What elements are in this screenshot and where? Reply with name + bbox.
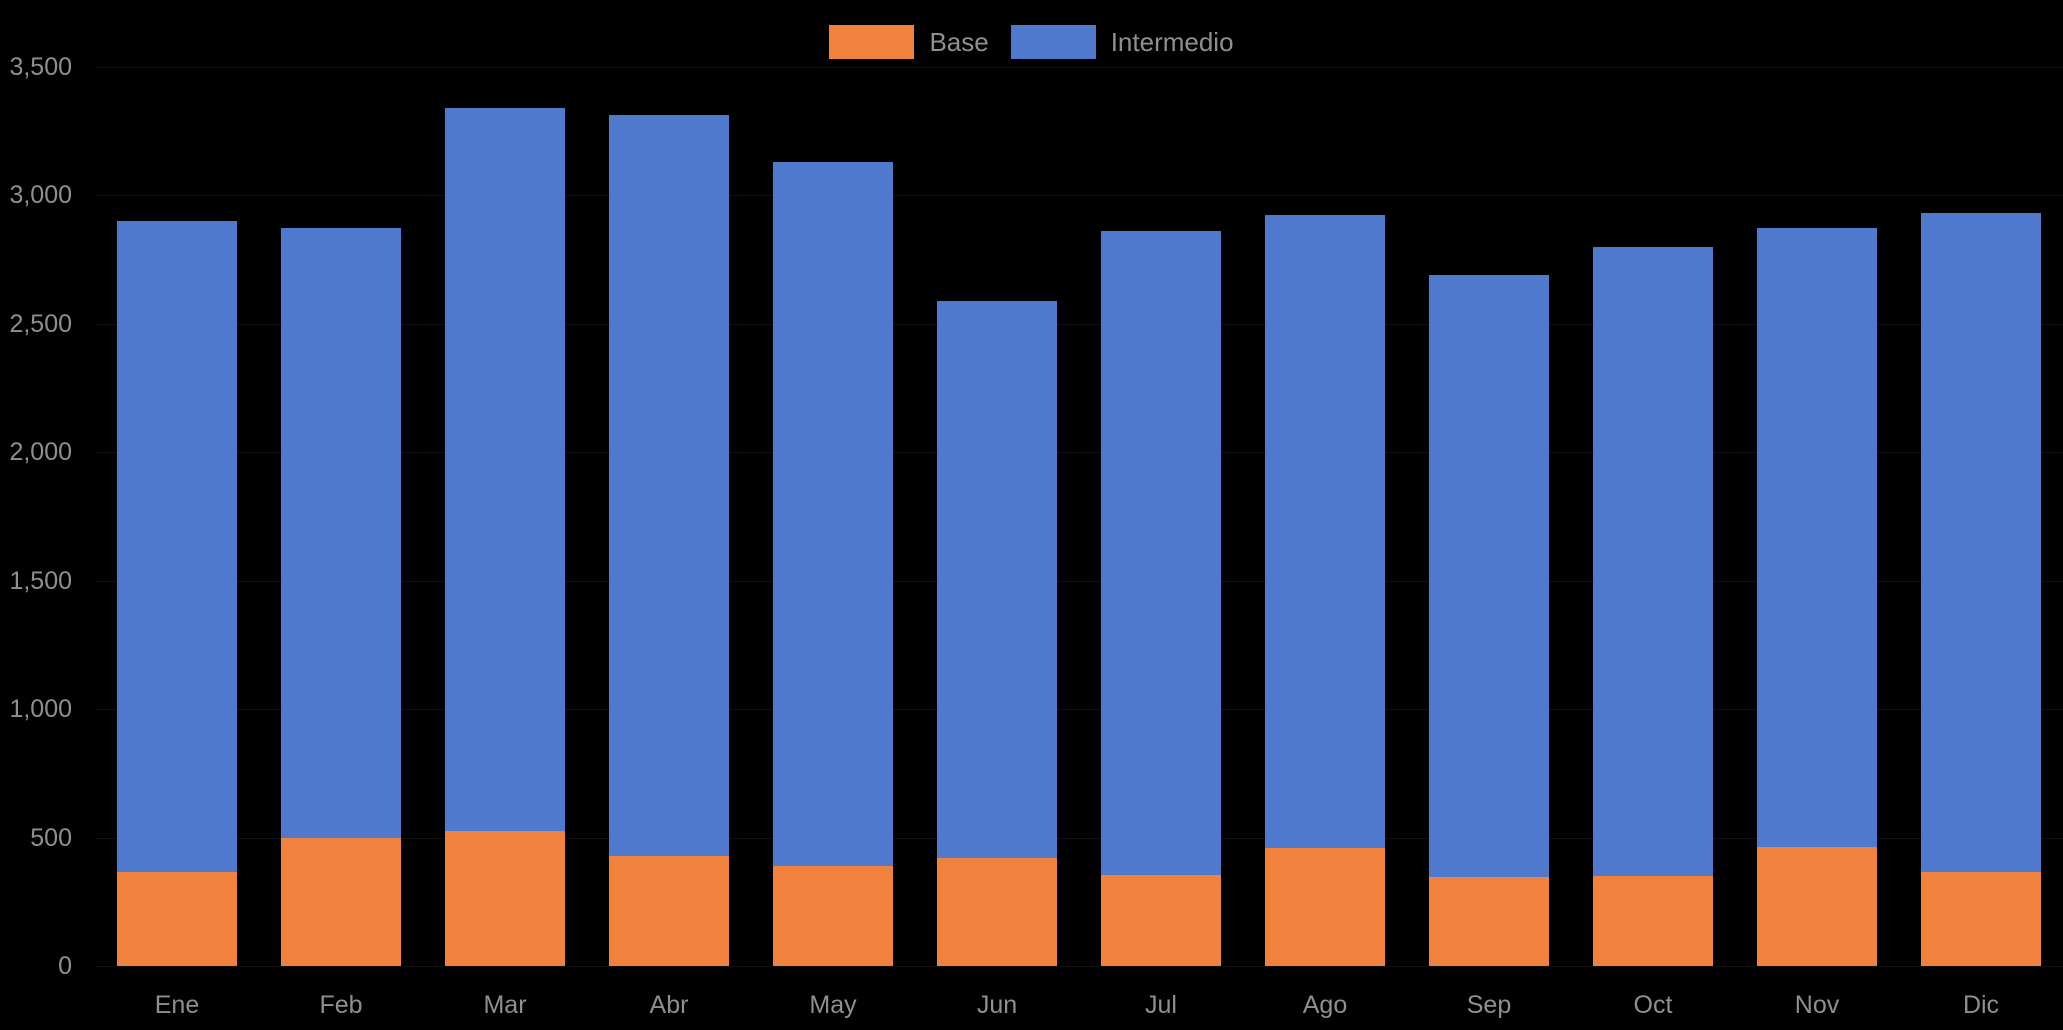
bar-segment-base-feb[interactable] bbox=[281, 837, 401, 966]
bar-column-abr bbox=[587, 67, 751, 966]
bar-segment-intermedio-jun[interactable] bbox=[937, 300, 1057, 859]
y-tick-label: 2,000 bbox=[9, 438, 72, 467]
y-tick-label: 2,500 bbox=[9, 309, 72, 338]
bar-segment-intermedio-abr[interactable] bbox=[609, 114, 729, 856]
bar-segment-base-abr[interactable] bbox=[609, 855, 729, 966]
x-tick-label-sep: Sep bbox=[1466, 991, 1512, 1019]
bar-column-jun bbox=[915, 67, 1079, 966]
plot-area bbox=[95, 67, 2063, 967]
x-tick-label-ago: Ago bbox=[1302, 991, 1348, 1019]
x-tick-label-ene: Ene bbox=[154, 991, 200, 1019]
bar-segment-base-ene[interactable] bbox=[117, 872, 237, 966]
bar-segment-base-sep[interactable] bbox=[1429, 877, 1549, 966]
gridline bbox=[95, 67, 2063, 68]
legend-item-base[interactable]: Base bbox=[829, 24, 989, 60]
bar-segment-base-jul[interactable] bbox=[1101, 874, 1221, 966]
bar-segment-intermedio-ene[interactable] bbox=[117, 221, 237, 873]
x-axis: Ene Feb Mar Abr May Jun Jul Ago Sep Oct Nov Dic bbox=[95, 990, 2063, 1020]
bar-column-may bbox=[751, 67, 915, 966]
x-tick-label-oct: Oct bbox=[1633, 991, 1673, 1019]
legend-label-base: Base bbox=[929, 27, 989, 57]
bar-segment-base-mar[interactable] bbox=[445, 831, 565, 966]
bar-segment-intermedio-nov[interactable] bbox=[1757, 227, 1877, 847]
bar-segment-base-jun[interactable] bbox=[937, 858, 1057, 966]
bar-column-mar bbox=[423, 67, 587, 966]
x-tick-label-nov: Nov bbox=[1794, 991, 1840, 1019]
x-tick-label-abr: Abr bbox=[649, 991, 689, 1019]
legend-item-intermedio[interactable]: Intermedio bbox=[1010, 24, 1234, 60]
bar-segment-intermedio-mar[interactable] bbox=[445, 108, 565, 832]
bar-column-nov bbox=[1735, 67, 1899, 966]
legend-label-intermedio: Intermedio bbox=[1110, 27, 1234, 57]
bar-segment-base-may[interactable] bbox=[773, 865, 893, 966]
x-tick-label-feb: Feb bbox=[319, 991, 363, 1019]
bar-segment-base-dic[interactable] bbox=[1921, 872, 2041, 966]
bar-segment-intermedio-feb[interactable] bbox=[281, 227, 401, 838]
bar-column-jul bbox=[1079, 67, 1243, 966]
bar-column-ago bbox=[1243, 67, 1407, 966]
bar-column-ene bbox=[95, 67, 259, 966]
base-color-swatch-icon bbox=[829, 25, 915, 59]
y-tick-label: 500 bbox=[30, 823, 72, 852]
bar-segment-base-ago[interactable] bbox=[1265, 847, 1385, 966]
x-tick-label-jul: Jul bbox=[1145, 991, 1177, 1019]
x-tick-label-dic: Dic bbox=[1962, 991, 2000, 1019]
y-axis: 0 500 1,000 1,500 2,000 2,500 3,000 3,500 bbox=[0, 0, 72, 1030]
chart-legend: Base Intermedio bbox=[0, 24, 2063, 60]
y-tick-label: 3,500 bbox=[9, 53, 72, 81]
y-tick-label: 0 bbox=[58, 952, 72, 980]
intermedio-color-swatch-icon bbox=[1010, 25, 1096, 59]
gridline bbox=[95, 709, 2063, 711]
gridline bbox=[95, 195, 2063, 197]
y-tick-label: 1,500 bbox=[9, 566, 72, 595]
gridline bbox=[95, 837, 2063, 839]
bar-column-oct bbox=[1571, 67, 1735, 966]
bar-column-sep bbox=[1407, 67, 1571, 966]
bar-segment-intermedio-sep[interactable] bbox=[1429, 275, 1549, 878]
bar-segment-intermedio-ago[interactable] bbox=[1265, 214, 1385, 848]
y-tick-label: 3,000 bbox=[9, 181, 72, 210]
x-tick-label-mar: Mar bbox=[483, 991, 527, 1019]
gridline bbox=[95, 580, 2063, 582]
gridline bbox=[95, 323, 2063, 325]
bar-segment-intermedio-dic[interactable] bbox=[1921, 213, 2041, 873]
bar-segment-base-oct[interactable] bbox=[1593, 876, 1713, 966]
bar-column-dic bbox=[1899, 67, 2063, 966]
bar-column-feb bbox=[259, 67, 423, 966]
bar-segment-intermedio-may[interactable] bbox=[773, 162, 893, 866]
bar-segment-intermedio-oct[interactable] bbox=[1593, 246, 1713, 877]
x-tick-label-may: May bbox=[809, 991, 857, 1019]
bar-segment-intermedio-jul[interactable] bbox=[1101, 231, 1221, 875]
gridline bbox=[95, 452, 2063, 454]
y-tick-label: 1,000 bbox=[9, 695, 72, 724]
bar-segment-base-nov[interactable] bbox=[1757, 846, 1877, 966]
x-tick-label-jun: Jun bbox=[976, 991, 1018, 1019]
gridline bbox=[95, 966, 2063, 967]
